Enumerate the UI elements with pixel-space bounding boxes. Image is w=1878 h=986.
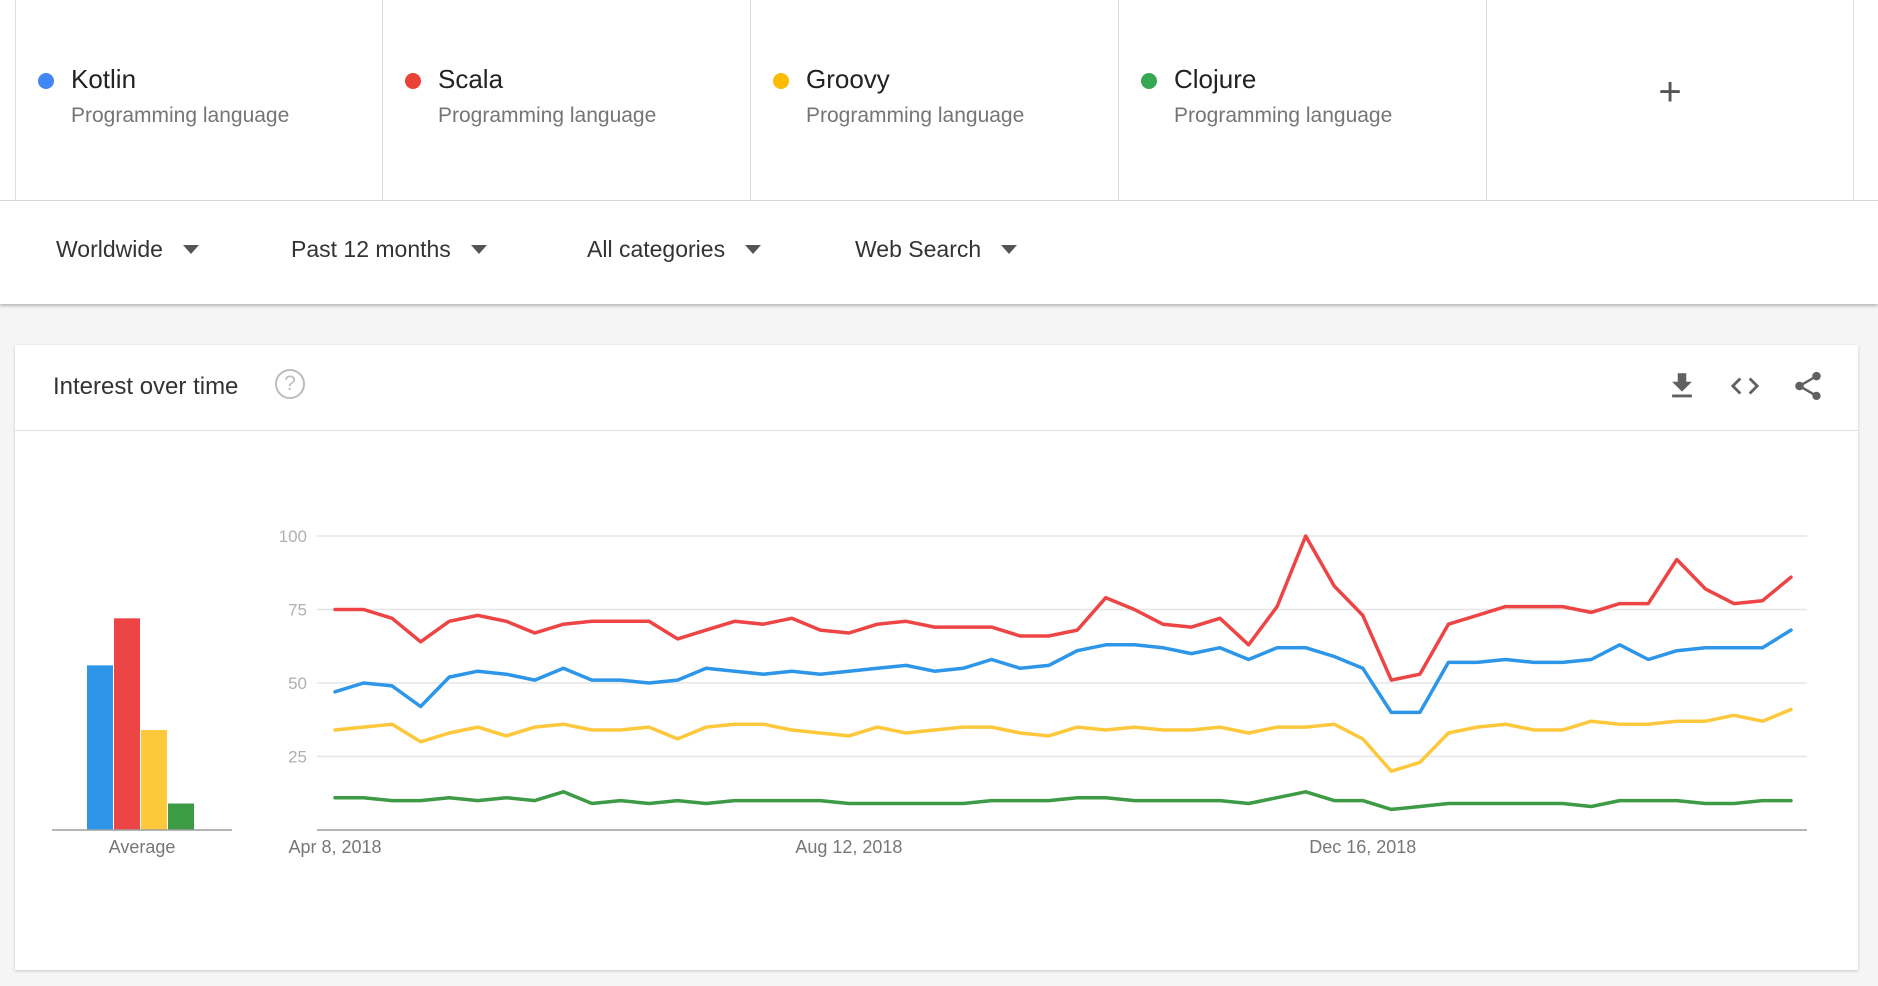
average-bar-groovy — [141, 730, 167, 830]
share-icon[interactable] — [1791, 369, 1825, 403]
term-type: Programming language — [806, 104, 1025, 127]
x-tick-label: Apr 8, 2018 — [288, 837, 381, 857]
compare-terms-bar: Kotlin Programming language Scala Progra… — [0, 0, 1878, 201]
series-line-clojure — [333, 790, 1793, 812]
card-title: Interest over time — [53, 373, 239, 400]
series-line-kotlin — [333, 628, 1793, 715]
region-label: Worldwide — [56, 236, 163, 262]
y-tick-label: 25 — [288, 748, 307, 767]
term-clojure[interactable]: Clojure Programming language — [1118, 0, 1485, 200]
embed-icon[interactable] — [1728, 369, 1762, 403]
term-name: Clojure — [1174, 64, 1257, 94]
region-dropdown[interactable]: Worldwide — [56, 236, 199, 263]
y-tick-label: 75 — [288, 601, 307, 620]
series-line-groovy — [333, 707, 1793, 773]
chart-gridlines: 100 75 50 25 — [279, 527, 1807, 831]
term-groovy[interactable]: Groovy Programming language — [750, 0, 1117, 200]
caret-down-icon — [182, 245, 199, 254]
search-property-label: Web Search — [855, 236, 982, 262]
series-line-scala — [333, 534, 1793, 682]
caret-down-icon — [470, 245, 487, 254]
search-property-dropdown[interactable]: Web Search — [855, 236, 1018, 263]
category-label: All categories — [587, 236, 726, 262]
term-type: Programming language — [438, 104, 657, 127]
term-type: Programming language — [71, 104, 290, 127]
term-kotlin[interactable]: Kotlin Programming language — [15, 0, 382, 200]
series-color-dot — [773, 73, 789, 89]
term-name: Groovy — [806, 64, 890, 94]
interest-over-time-card: Interest over time ? Average 100 75 50 25 A… — [15, 345, 1858, 970]
series-color-dot — [38, 73, 54, 89]
time-range-dropdown[interactable]: Past 12 months — [291, 236, 487, 263]
card-header: Interest over time ? — [15, 345, 1858, 431]
category-dropdown[interactable]: All categories — [587, 236, 762, 263]
y-tick-label: 50 — [288, 674, 307, 693]
average-bar-scala — [114, 618, 140, 830]
term-name: Scala — [438, 64, 504, 94]
average-bar-kotlin — [87, 665, 113, 830]
chart-lines — [333, 534, 1793, 812]
interest-over-time-chart: Average 100 75 50 25 Apr 8, 2018 Aug 12, 201… — [52, 527, 1807, 857]
series-color-dot — [1141, 73, 1157, 89]
term-name: Kotlin — [71, 64, 137, 94]
filter-bar: Worldwide Past 12 months All categories … — [0, 201, 1878, 304]
term-scala[interactable]: Scala Programming language — [382, 0, 749, 200]
y-tick-label: 100 — [279, 527, 307, 546]
add-comparison-button[interactable]: + — [1486, 0, 1854, 200]
plus-icon: + — [1658, 70, 1682, 114]
series-color-dot — [405, 73, 421, 89]
caret-down-icon — [1001, 245, 1018, 254]
term-type: Programming language — [1174, 104, 1393, 127]
average-label: Average — [109, 837, 176, 857]
x-axis-labels: Apr 8, 2018 Aug 12, 2018 Dec 16, 2018 — [288, 837, 1416, 857]
average-bar-clojure — [168, 803, 194, 830]
time-range-label: Past 12 months — [291, 236, 451, 262]
caret-down-icon — [745, 245, 762, 254]
download-icon[interactable] — [1665, 369, 1699, 403]
x-tick-label: Dec 16, 2018 — [1309, 837, 1416, 857]
help-icon[interactable]: ? — [275, 369, 305, 399]
x-tick-label: Aug 12, 2018 — [795, 837, 902, 857]
average-bar-chart: Average — [52, 618, 232, 857]
